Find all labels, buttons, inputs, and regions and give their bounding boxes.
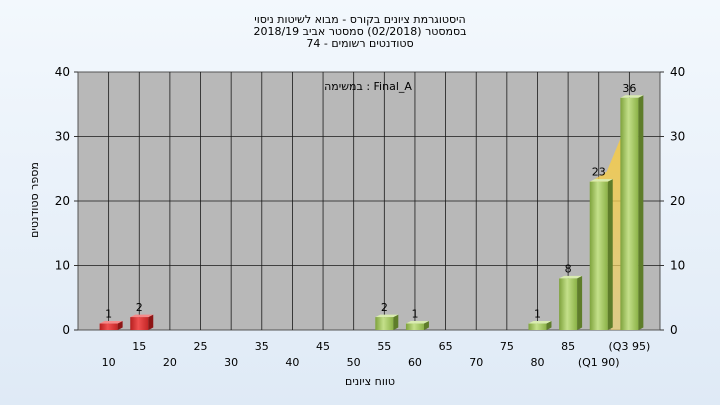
- x-tick-label: 10: [102, 356, 116, 369]
- x-tick-label: 80: [530, 356, 544, 369]
- y-axis-right: 0 10 20 30 40: [660, 65, 685, 337]
- x-tick-label: 50: [347, 356, 361, 369]
- y-tick-label-left: 0: [62, 323, 70, 337]
- bar-side: [117, 321, 123, 330]
- x-axis-label: טווח ציונים: [345, 375, 395, 388]
- bar-top: [528, 321, 552, 324]
- x-tick-label: 30: [224, 356, 238, 369]
- x-tick-label: 65: [439, 340, 453, 353]
- y-axis-left: 0 10 20 30 40: [55, 65, 78, 337]
- chart-title-line-2: בסמסטר (02/2018) סמסטר אביב 2018/19: [253, 25, 466, 38]
- y-axis-label: מספר סטודנטים: [28, 162, 41, 238]
- bar-top: [375, 314, 399, 318]
- x-tick-label: 15: [132, 340, 146, 353]
- bar-side: [638, 95, 644, 330]
- bar-top: [130, 314, 154, 318]
- x-tick-label: 85: [561, 340, 575, 353]
- bar-side: [393, 314, 399, 330]
- bar: [405, 323, 424, 330]
- bar: [130, 317, 149, 330]
- x-tick-label: 35: [255, 340, 269, 353]
- bar-value-label: 2: [381, 301, 388, 314]
- bar-value-label: 2: [136, 301, 143, 314]
- y-tick-label-left: 20: [55, 194, 70, 208]
- bar-value-label: 8: [565, 262, 572, 275]
- bar-side: [546, 321, 552, 330]
- bar: [589, 181, 608, 330]
- bar-value-label: 1: [411, 308, 418, 321]
- chart-title: היסטוגרמת ציונים בקורס - מבוא לשיטות ניס…: [253, 13, 466, 50]
- y-tick-label-right: 20: [670, 194, 685, 208]
- bar-top: [559, 275, 583, 279]
- bar-top: [405, 321, 429, 324]
- chart-title-line-1: היסטוגרמת ציונים בקורס - מבוא לשיטות ניס…: [254, 13, 465, 26]
- x-tick-label: 75: [500, 340, 514, 353]
- bar-labels-group: 1 2 2 1 1 8 23 36: [105, 82, 636, 321]
- bar: [375, 317, 394, 330]
- chart-annotation: במשימה : Final_A: [324, 80, 412, 93]
- bar-top: [589, 179, 613, 182]
- chart-title-line-3: סטודנטים רשומים - 74: [306, 37, 413, 50]
- x-tick-label: 70: [469, 356, 483, 369]
- x-tick-label: 25: [194, 340, 208, 353]
- y-tick-label-left: 40: [55, 65, 70, 79]
- bar-value-label: 1: [534, 308, 541, 321]
- y-tick-label-left: 30: [55, 130, 70, 144]
- bar-value-label: 1: [105, 308, 112, 321]
- x-axis-ticks: 10 15 20 25 30 35 40 45 50 55 60 65 70 75 80 85(Q1 90) (…: [102, 340, 651, 369]
- bar-side: [607, 179, 613, 330]
- bar-value-label: 23: [592, 166, 606, 179]
- x-tick-label: 60: [408, 356, 422, 369]
- y-tick-label-right: 30: [670, 130, 685, 144]
- bar: [99, 323, 118, 330]
- bar-top: [620, 95, 644, 98]
- x-tick-label: 45: [316, 340, 330, 353]
- bar-side: [423, 321, 429, 330]
- x-tick-label: 40: [285, 356, 299, 369]
- x-tick-label: (Q3 95): [609, 340, 651, 353]
- bar-top: [99, 321, 123, 324]
- bar-side: [577, 275, 583, 330]
- y-tick-label-right: 10: [670, 259, 685, 273]
- bar: [620, 97, 639, 330]
- bar: [559, 278, 578, 330]
- bar: [528, 323, 547, 330]
- bars-group: [99, 95, 644, 330]
- y-tick-label-right: 0: [670, 323, 678, 337]
- y-tick-label-right: 40: [670, 65, 685, 79]
- bar-side: [148, 314, 154, 330]
- bar-value-label: 36: [622, 82, 636, 95]
- x-tick-label: 20: [163, 356, 177, 369]
- y-tick-label-left: 10: [55, 259, 70, 273]
- x-tick-label: (Q1 90): [578, 356, 620, 369]
- x-tick-label: 55: [377, 340, 391, 353]
